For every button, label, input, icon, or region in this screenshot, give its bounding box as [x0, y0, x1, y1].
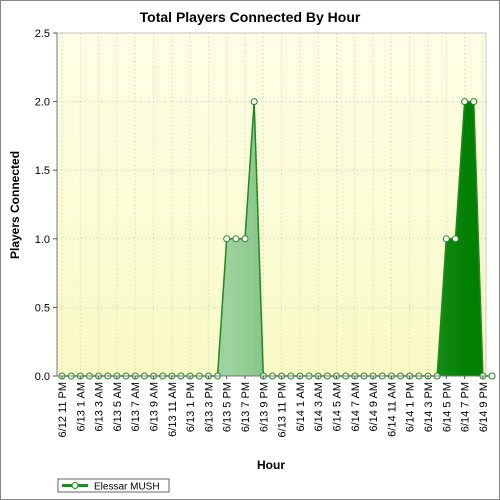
x-tick-label: 6/13 9 PM [258, 382, 270, 432]
x-tick-label: 6/14 1 PM [405, 382, 417, 432]
y-tick-label: 0.5 [35, 302, 50, 314]
data-point [461, 98, 469, 106]
data-point [232, 235, 240, 243]
legend-marker-swatch [71, 482, 79, 489]
x-tick-label: 6/13 7 PM [240, 382, 252, 432]
chart-title: Total Players Connected By Hour [140, 9, 361, 25]
series-area-fill [62, 101, 493, 376]
y-axis-title: Players Connected [8, 151, 22, 259]
x-tick-label: 6/13 11 PM [277, 382, 289, 437]
data-point [488, 372, 496, 380]
data-point [250, 98, 258, 106]
data-point [470, 98, 478, 106]
x-tick-label: 6/14 3 PM [423, 382, 435, 432]
x-tick-label: 6/14 1 AM [295, 382, 307, 432]
x-tick-label: 6/13 11 AM [167, 382, 179, 437]
plot-area [57, 33, 486, 376]
x-tick-label: 6/14 3 AM [313, 382, 325, 432]
y-tick-labels: 0.0 0.5 1.0 1.5 2.0 2.5 [35, 28, 57, 383]
x-tick-label: 6/14 5 AM [332, 382, 344, 432]
x-tick-label: 6/14 11 AM [386, 382, 398, 437]
x-tick-label: 6/13 7 AM [130, 382, 142, 432]
x-tick-label: 6/14 7 PM [460, 382, 472, 432]
x-tick-label: 6/13 9 AM [149, 382, 161, 432]
x-tick-labels: 6/12 11 PM 6/13 1 AM 6/13 3 AM 6/13 5 AM 6/1… [57, 376, 490, 437]
plot-border [56, 32, 487, 377]
legend-box [57, 478, 170, 493]
x-axis-title: Hour [257, 458, 285, 472]
legend-label: Elessar MUSH [94, 482, 160, 493]
x-tick-label: 6/13 5 AM [112, 382, 124, 432]
x-tick-label: 6/13 1 PM [185, 382, 197, 432]
x-tick-label: 6/13 3 AM [94, 382, 106, 432]
legend: Elessar MUSH [57, 478, 170, 493]
x-tick-label: 6/13 5 PM [222, 382, 234, 432]
x-tick-label: 6/14 9 PM [478, 382, 490, 432]
y-tick-label: 1.0 [35, 234, 50, 246]
axes [56, 32, 487, 377]
y-tick-label: 2.0 [35, 97, 50, 109]
x-tick-label: 6/14 5 PM [441, 382, 453, 432]
x-tick-label: 6/12 11 PM [57, 382, 69, 437]
y-tick-label: 2.5 [35, 28, 50, 40]
x-tick-label: 6/13 1 AM [75, 382, 87, 432]
x-tick-label: 6/14 9 AM [368, 382, 380, 432]
data-point [223, 235, 231, 243]
data-point [451, 235, 459, 243]
y-tick-label: 0.0 [35, 371, 50, 383]
data-point [241, 235, 249, 243]
x-tick-label: 6/14 7 AM [350, 382, 362, 432]
x-tick-label: 6/13 3 PM [203, 382, 215, 432]
data-point [442, 235, 450, 243]
y-tick-label: 1.5 [35, 165, 50, 177]
